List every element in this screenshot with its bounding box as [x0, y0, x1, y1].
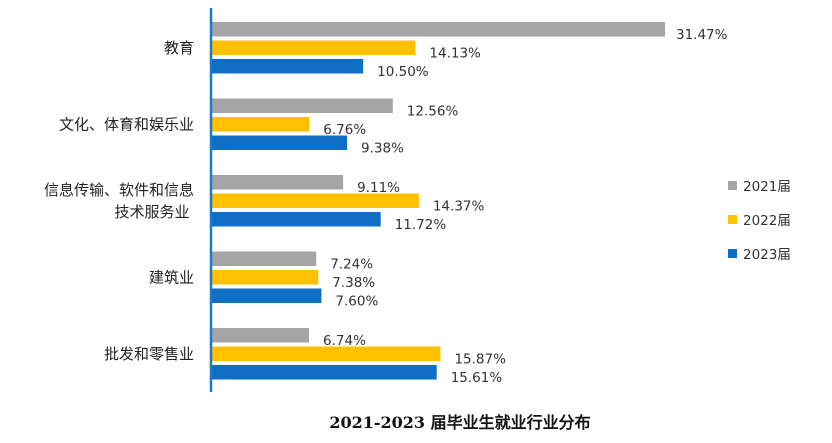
- data-label-3-2021届: 9.11%: [357, 180, 400, 196]
- data-label-3-2022届: 14.37%: [433, 198, 485, 214]
- legend-label-2021届: 2021届: [743, 179, 791, 195]
- category-label-1: 教育: [164, 39, 194, 57]
- bars-group: [212, 22, 665, 380]
- legend-label-2023届: 2023届: [743, 247, 791, 263]
- bar-1-2021届: [212, 22, 665, 37]
- bar-2-2023届: [212, 135, 348, 150]
- bar-3-2022届: [212, 193, 419, 208]
- data-label-5-2021届: 6.74%: [323, 333, 366, 349]
- bar-3-2023届: [212, 212, 381, 227]
- bar-5-2022届: [212, 346, 441, 361]
- category-label-4: 建筑业: [149, 268, 194, 286]
- category-label-3-line-1: 信息传输、软件和信息: [44, 181, 194, 199]
- bar-2-2021届: [212, 98, 393, 113]
- data-label-5-2022届: 15.87%: [454, 351, 506, 367]
- legend-label-2022届: 2022届: [743, 213, 791, 229]
- data-label-5-2023届: 15.61%: [451, 370, 503, 386]
- data-label-2-2022届: 6.76%: [323, 122, 366, 138]
- bar-5-2021届: [212, 328, 310, 343]
- data-label-2-2021届: 12.56%: [407, 103, 459, 119]
- legend-swatch-2021届: [728, 181, 737, 190]
- bar-1-2023届: [212, 59, 364, 74]
- bar-4-2023届: [212, 288, 322, 303]
- bar-4-2022届: [212, 270, 319, 285]
- data-label-4-2021届: 7.24%: [330, 256, 373, 272]
- bar-1-2022届: [212, 40, 416, 55]
- chart-title: 2021-2023 届毕业生就业行业分布: [329, 413, 590, 432]
- category-label-2: 文化、体育和娱乐业: [59, 115, 194, 133]
- legend-swatch-2022届: [728, 215, 737, 224]
- category-label-3-line-2: 技术服务业: [114, 203, 189, 221]
- data-label-4-2023届: 7.60%: [335, 293, 378, 309]
- data-label-1-2021届: 31.47%: [676, 27, 728, 43]
- data-label-1-2022届: 14.13%: [429, 45, 481, 61]
- bar-4-2021届: [212, 251, 317, 266]
- data-label-4-2022届: 7.38%: [332, 275, 375, 291]
- bar-3-2021届: [212, 175, 344, 190]
- category-label-5: 批发和零售业: [104, 345, 194, 363]
- data-label-3-2023届: 11.72%: [395, 217, 447, 233]
- data-label-2-2023届: 9.38%: [361, 140, 404, 156]
- bar-2-2022届: [212, 117, 310, 132]
- data-label-1-2023届: 10.50%: [377, 64, 429, 80]
- legend-swatch-2023届: [728, 249, 737, 258]
- legend: 2021届 2022届 2023届: [728, 179, 791, 263]
- value-labels: 31.47% 14.13%10.50% 12.56% 6.76% 9.38% 9.11% 1…: [323, 27, 728, 386]
- bar-5-2023届: [212, 365, 437, 380]
